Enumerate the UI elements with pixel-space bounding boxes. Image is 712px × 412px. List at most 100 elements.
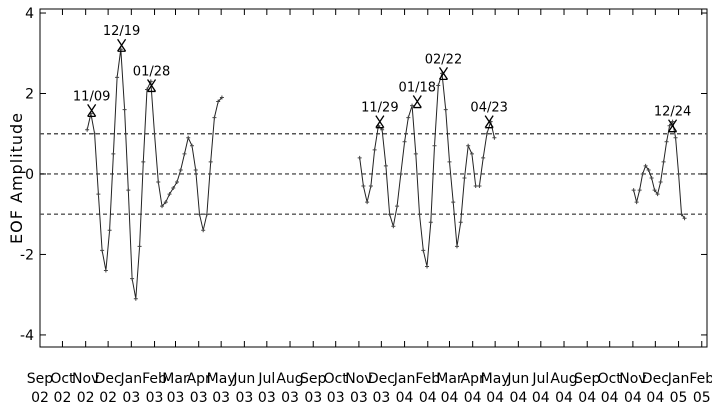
data-point	[201, 228, 206, 233]
data-point	[676, 171, 681, 176]
data-point	[182, 151, 187, 156]
x-tick-label-month: May	[481, 371, 510, 387]
data-point	[96, 192, 101, 197]
x-tick-label-month: Aug	[550, 371, 577, 387]
x-tick-label-month: Jan	[667, 371, 690, 387]
data-point	[167, 192, 172, 197]
x-tick-label-month: Oct	[50, 371, 75, 387]
data-point	[383, 163, 388, 168]
data-point	[658, 180, 663, 185]
x-tick-label-month: Jan	[120, 371, 143, 387]
x-tick-label-month: Dec	[642, 371, 669, 387]
x-tick-label-year: 04	[555, 390, 573, 406]
data-point	[92, 131, 97, 136]
x-tick-label-year: 04	[578, 390, 596, 406]
x-tick-label-month: Mar	[436, 371, 463, 387]
data-point	[484, 131, 489, 136]
data-point	[85, 127, 90, 132]
x-tick-label-year: 03	[235, 390, 253, 406]
data-markers	[85, 47, 687, 301]
x-tick-label-year: 03	[281, 390, 299, 406]
x-tick-label-year: 05	[693, 390, 711, 406]
y-tick-label: -4	[20, 328, 34, 344]
data-point	[473, 184, 478, 189]
x-tick-label-month: Jun	[232, 371, 255, 387]
x-tick-label-year: 03	[122, 390, 140, 406]
x-tick-label-year: 04	[419, 390, 437, 406]
x-tick-label-year: 03	[304, 390, 322, 406]
peak-date-label: 04/23	[470, 101, 507, 116]
data-point	[163, 200, 168, 205]
data-point	[679, 212, 684, 217]
data-point	[643, 163, 648, 168]
data-point	[212, 115, 217, 120]
data-point	[361, 184, 366, 189]
peak-date-label: 11/29	[361, 101, 398, 116]
data-point	[458, 220, 463, 225]
x-tick-label-year: 04	[441, 390, 459, 406]
x-tick-label-month: Jun	[506, 371, 529, 387]
data-point	[152, 131, 157, 136]
data-point	[454, 244, 459, 249]
y-tick-label: -2	[20, 247, 34, 263]
peak-date-label: 02/22	[425, 52, 462, 67]
x-tick-label-month: Apr	[461, 371, 485, 387]
data-point	[631, 188, 636, 193]
peak-marker	[668, 119, 678, 133]
data-point	[443, 107, 448, 112]
data-point	[387, 212, 392, 217]
x-tick-label-month: Feb	[689, 371, 712, 387]
data-point	[126, 188, 131, 193]
x-tick-label-month: Dec	[95, 371, 122, 387]
data-point	[219, 95, 224, 100]
data-point	[670, 119, 675, 124]
x-tick-label-year: 02	[77, 390, 95, 406]
data-point	[107, 228, 112, 233]
peak-date-label: 12/24	[654, 105, 691, 120]
data-point	[682, 216, 687, 221]
data-point	[477, 184, 482, 189]
data-point	[368, 184, 373, 189]
data-point	[208, 159, 213, 164]
data-point	[667, 123, 672, 128]
x-tick-label-year: 04	[509, 390, 527, 406]
data-point	[652, 188, 657, 193]
data-point	[133, 296, 138, 301]
peak-marker	[117, 38, 127, 52]
x-tick-label-month: Oct	[324, 371, 349, 387]
x-tick-label-year: 03	[190, 390, 208, 406]
x-tick-label-year: 02	[99, 390, 117, 406]
data-point	[462, 176, 467, 180]
data-point	[640, 171, 645, 176]
data-point	[141, 159, 146, 164]
data-point	[410, 103, 415, 108]
x-tick-label-year: 04	[624, 390, 642, 406]
data-point	[398, 171, 403, 176]
data-point	[365, 200, 370, 205]
data-point	[649, 176, 654, 180]
data-point	[661, 159, 666, 164]
reference-lines	[40, 133, 707, 215]
x-tick-label-year: 03	[167, 390, 185, 406]
data-point	[216, 99, 221, 104]
plot-frame	[39, 8, 708, 348]
data-point	[395, 204, 400, 209]
data-point	[197, 212, 202, 217]
data-point	[115, 75, 120, 80]
data-point	[171, 186, 176, 191]
x-tick-label-month: May	[207, 371, 236, 387]
y-axis-ticks: 4 2 0 -2 -4	[20, 6, 707, 344]
x-tick-label-year: 03	[258, 390, 276, 406]
series-line	[633, 120, 685, 219]
x-tick-label-month: Jan	[393, 371, 416, 387]
data-point	[417, 212, 422, 217]
data-point	[186, 135, 191, 140]
data-point	[466, 143, 471, 148]
x-tick-label-year: 03	[350, 390, 368, 406]
data-point	[425, 264, 430, 269]
data-point	[436, 83, 441, 88]
x-tick-label-year: 03	[372, 390, 390, 406]
